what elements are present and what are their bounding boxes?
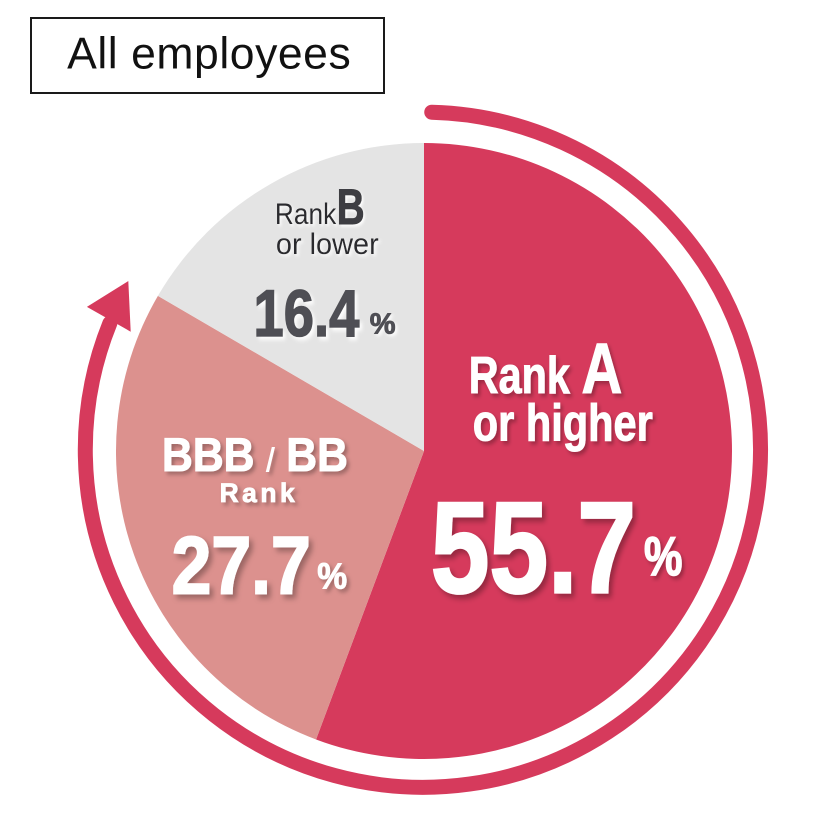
- svg-text:%: %: [370, 309, 396, 341]
- svg-text:55.7: 55.7: [431, 476, 636, 621]
- svg-text:27.7: 27.7: [172, 521, 311, 611]
- svg-text:or higher: or higher: [473, 394, 653, 451]
- svg-text:Rank: Rank: [275, 198, 336, 231]
- svg-text:BBB / BB: BBB / BB: [162, 428, 348, 482]
- svg-text:%: %: [644, 526, 682, 587]
- svg-text:Rank: Rank: [220, 478, 299, 508]
- svg-text:B: B: [337, 181, 365, 236]
- svg-text:or lower: or lower: [276, 229, 379, 261]
- svg-text:All employees: All employees: [67, 30, 351, 79]
- svg-text:16.4: 16.4: [254, 276, 360, 350]
- svg-text:%: %: [317, 557, 347, 597]
